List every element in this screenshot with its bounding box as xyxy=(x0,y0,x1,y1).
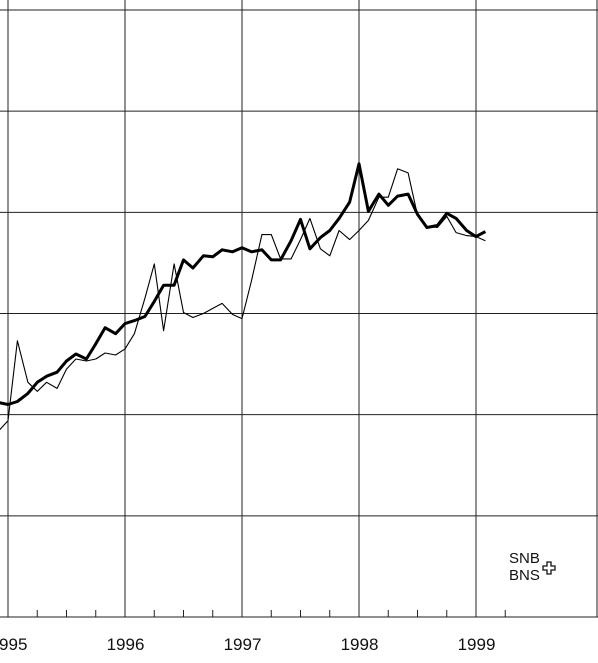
series-line-thin xyxy=(0,168,486,431)
x-tick-label: 1997 xyxy=(224,635,262,654)
snb-bns-logo: SNB BNS xyxy=(509,550,556,584)
x-tick-label: 1996 xyxy=(107,635,145,654)
grid-lines xyxy=(0,0,598,618)
x-axis-ticks xyxy=(7,610,506,617)
series-line-thick xyxy=(0,162,487,406)
x-tick-label: 1999 xyxy=(458,635,496,654)
x-tick-label: 1998 xyxy=(341,635,379,654)
logo-text-line2: BNS xyxy=(509,567,540,584)
x-tick-label: 1995 xyxy=(0,635,27,654)
series-lines xyxy=(0,162,487,431)
logo-text-line1: SNB xyxy=(509,550,540,567)
swiss-cross-icon xyxy=(542,561,556,575)
x-axis-tick-labels: 1995 1996 1997 1998 1999 xyxy=(0,635,495,654)
